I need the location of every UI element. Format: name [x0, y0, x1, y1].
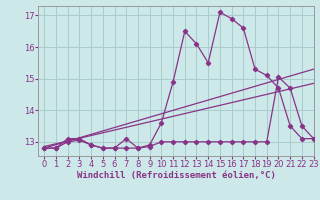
X-axis label: Windchill (Refroidissement éolien,°C): Windchill (Refroidissement éolien,°C) — [76, 171, 276, 180]
